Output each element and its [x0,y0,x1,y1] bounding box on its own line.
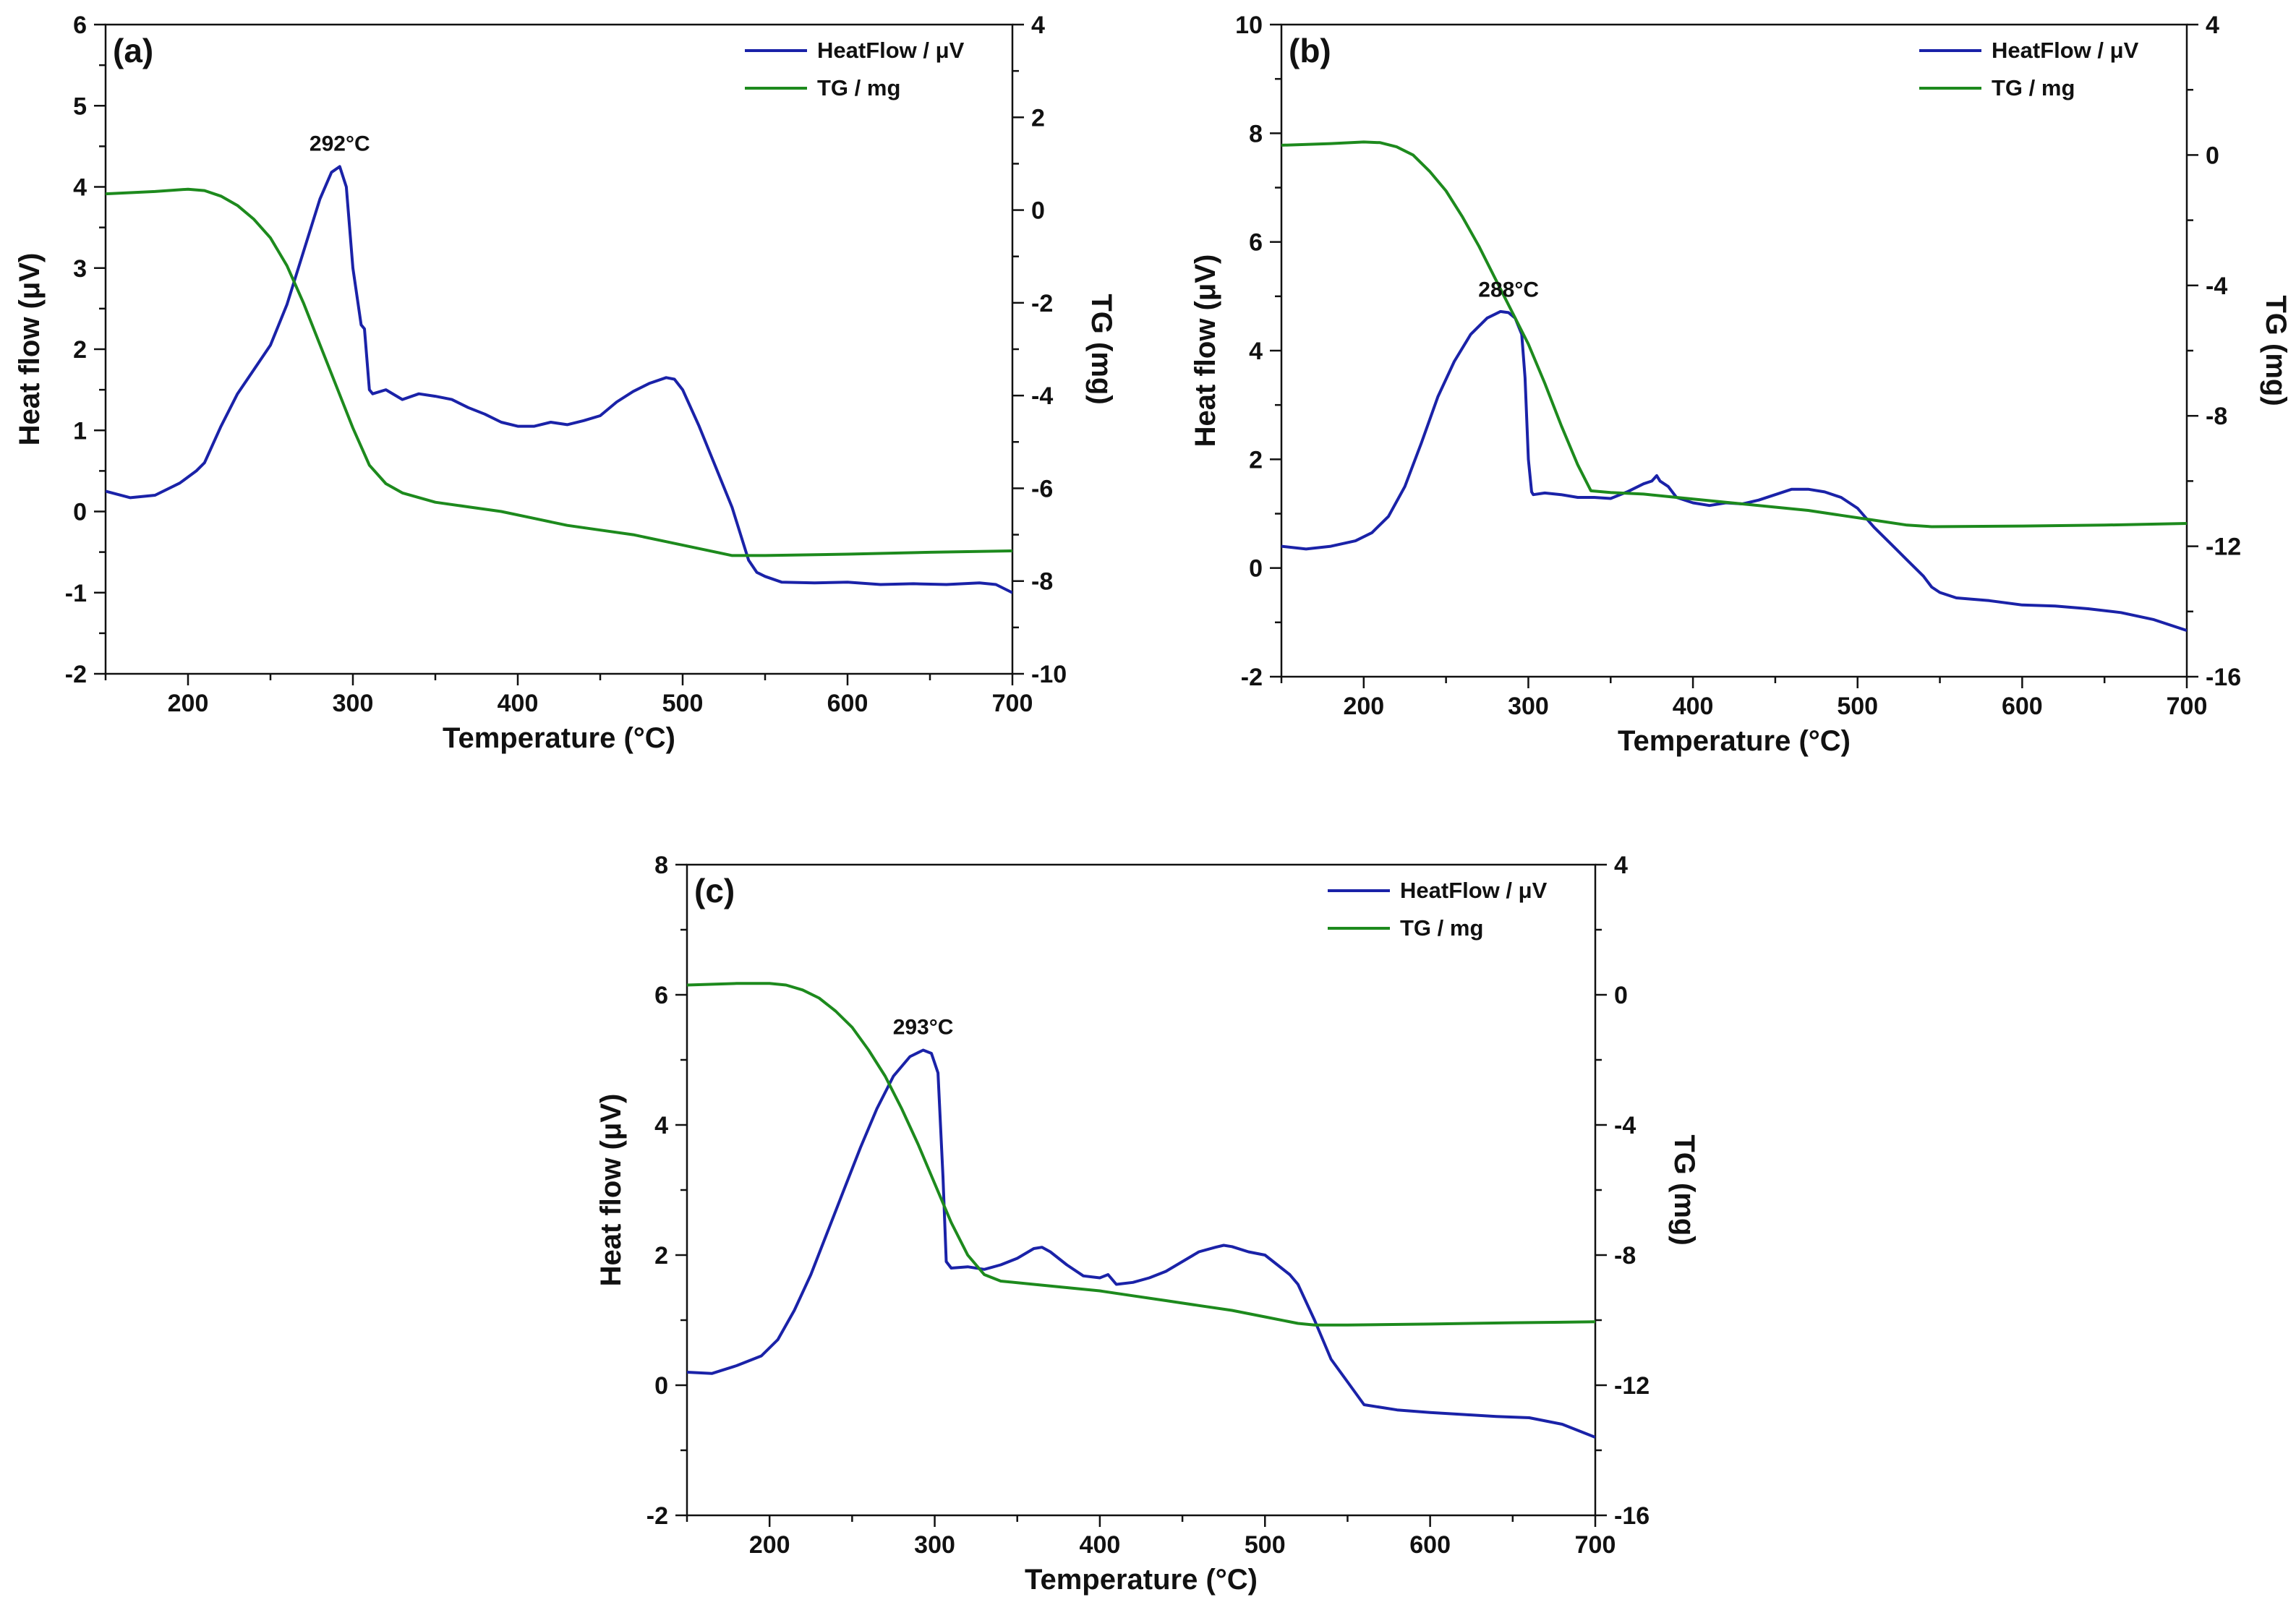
y-tick-label: 10 [1235,12,1263,39]
y2-tick-label: -16 [2206,664,2241,691]
tg-series-line [1281,140,2187,528]
peak-annotation: 288°C [1478,278,1539,301]
y-tick-label: 8 [1249,120,1263,147]
y-tick-label: -2 [65,661,87,688]
y2-tick-label: -4 [2206,273,2227,300]
y-tick-label: 4 [1249,338,1263,365]
y2-tick-label: -12 [2206,534,2241,561]
y2-tick-label: -8 [1031,568,1053,596]
panel-label: (c) [694,872,735,909]
y-tick-label: 2 [1249,446,1263,474]
y2-tick-label: 0 [1614,982,1628,1009]
x-tick-label: 500 [1837,693,1878,720]
y2-tick-label: -10 [1031,661,1067,688]
x-tick-label: 500 [1245,1531,1286,1559]
y-tick-label: 1 [73,417,87,445]
y-tick-label: 5 [73,93,87,120]
y2-tick-label: -16 [1614,1502,1650,1530]
y2-tick-label: 0 [2206,142,2219,169]
y-tick-label: 0 [654,1372,668,1400]
y2-axis-title: TG (mg) [2260,295,2292,406]
y-tick-label: 6 [1249,229,1263,257]
y-tick-label: 4 [73,174,87,202]
x-tick-label: 400 [498,690,539,717]
x-tick-label: 200 [749,1531,790,1559]
x-tick-label: 300 [333,690,374,717]
x-tick-label: 600 [827,690,869,717]
y2-tick-label: -4 [1031,382,1053,410]
y-tick-label: 8 [654,852,668,879]
x-tick-label: 600 [1409,1531,1451,1559]
y-tick-label: -2 [646,1502,668,1530]
x-tick-label: 500 [662,690,704,717]
y-axis-title: Heat flow (μV) [595,1094,627,1287]
legend-label: HeatFlow / μV [817,38,965,63]
y-tick-label: 6 [73,12,87,39]
legend-label: TG / mg [1992,75,2075,100]
y2-tick-label: -6 [1031,475,1053,502]
y2-axis-title: TG (mg) [1668,1134,1700,1245]
x-tick-label: 300 [1508,693,1549,720]
x-tick-label: 700 [1575,1531,1616,1559]
y-tick-label: 4 [654,1112,668,1139]
x-tick-label: 300 [914,1531,955,1559]
y-tick-label: 0 [1249,555,1263,583]
y-tick-label: -1 [65,580,87,607]
y-tick-label: 2 [654,1242,668,1270]
y-tick-label: 3 [73,255,87,283]
x-tick-label: 200 [1343,693,1384,720]
y-axis-title: Heat flow (μV) [1190,254,1221,448]
tg-series-line [106,187,1012,557]
legend-label: HeatFlow / μV [1992,38,2139,63]
y2-tick-label: 0 [1031,197,1045,225]
plot-frame [686,863,1597,1517]
y-tick-label: 6 [654,982,668,1009]
heatflow-series-line [1281,309,2187,632]
y2-tick-label: 4 [2206,12,2219,39]
x-tick-label: 400 [1080,1531,1121,1559]
x-tick-label: 600 [2002,693,2043,720]
y-tick-label: 2 [73,336,87,364]
y-axis-title: Heat flow (μV) [14,253,46,446]
heatflow-series-line [106,165,1012,594]
peak-annotation: 292°C [310,132,370,155]
chart-panel-3: 200 300 400 500 600 700 -2 0 2 4 6 8 -16 -12 -8 -4 0 4 Tem… [595,852,1700,1596]
plot-frame [104,23,1014,675]
x-tick-label: 700 [2167,693,2208,720]
y2-tick-label: 2 [1031,104,1045,132]
x-axis-title: Temperature (°C) [1025,1564,1258,1596]
panel-label: (a) [113,32,153,69]
y2-tick-label: -2 [1031,290,1053,317]
y2-tick-label: -4 [1614,1112,1636,1139]
y2-tick-label: -8 [2206,403,2227,430]
panel-label: (b) [1289,32,1331,69]
peak-annotation: 293°C [893,1016,954,1040]
legend-label: TG / mg [1400,915,1483,941]
x-tick-label: 400 [1673,693,1714,720]
x-tick-label: 200 [168,690,209,717]
x-axis-title: Temperature (°C) [443,722,675,754]
y2-axis-title: TG (mg) [1085,294,1117,404]
y2-tick-label: -12 [1614,1372,1650,1400]
plot-frame [1280,23,2188,678]
chart-panel-1: 200 300 400 500 600 700-2-10123456-10-8-6-4-2… [14,12,1117,754]
chart-panel-2: 200 300 400 500 600 700 -2 0 2 4 6 8 10 -16 -12 -8 -4 0 4 T… [1190,12,2292,757]
y-tick-label: 0 [73,499,87,526]
y2-tick-label: 4 [1614,852,1628,879]
y2-tick-label: -8 [1614,1242,1636,1270]
x-axis-title: Temperature (°C) [1618,725,1851,757]
heatflow-series-line [687,1048,1595,1439]
y2-tick-label: 4 [1031,12,1045,39]
legend-label: HeatFlow / μV [1400,878,1548,903]
legend-label: TG / mg [817,75,900,100]
y-tick-label: -2 [1241,664,1263,691]
tg-series-line [687,982,1595,1327]
x-tick-label: 700 [992,690,1033,717]
